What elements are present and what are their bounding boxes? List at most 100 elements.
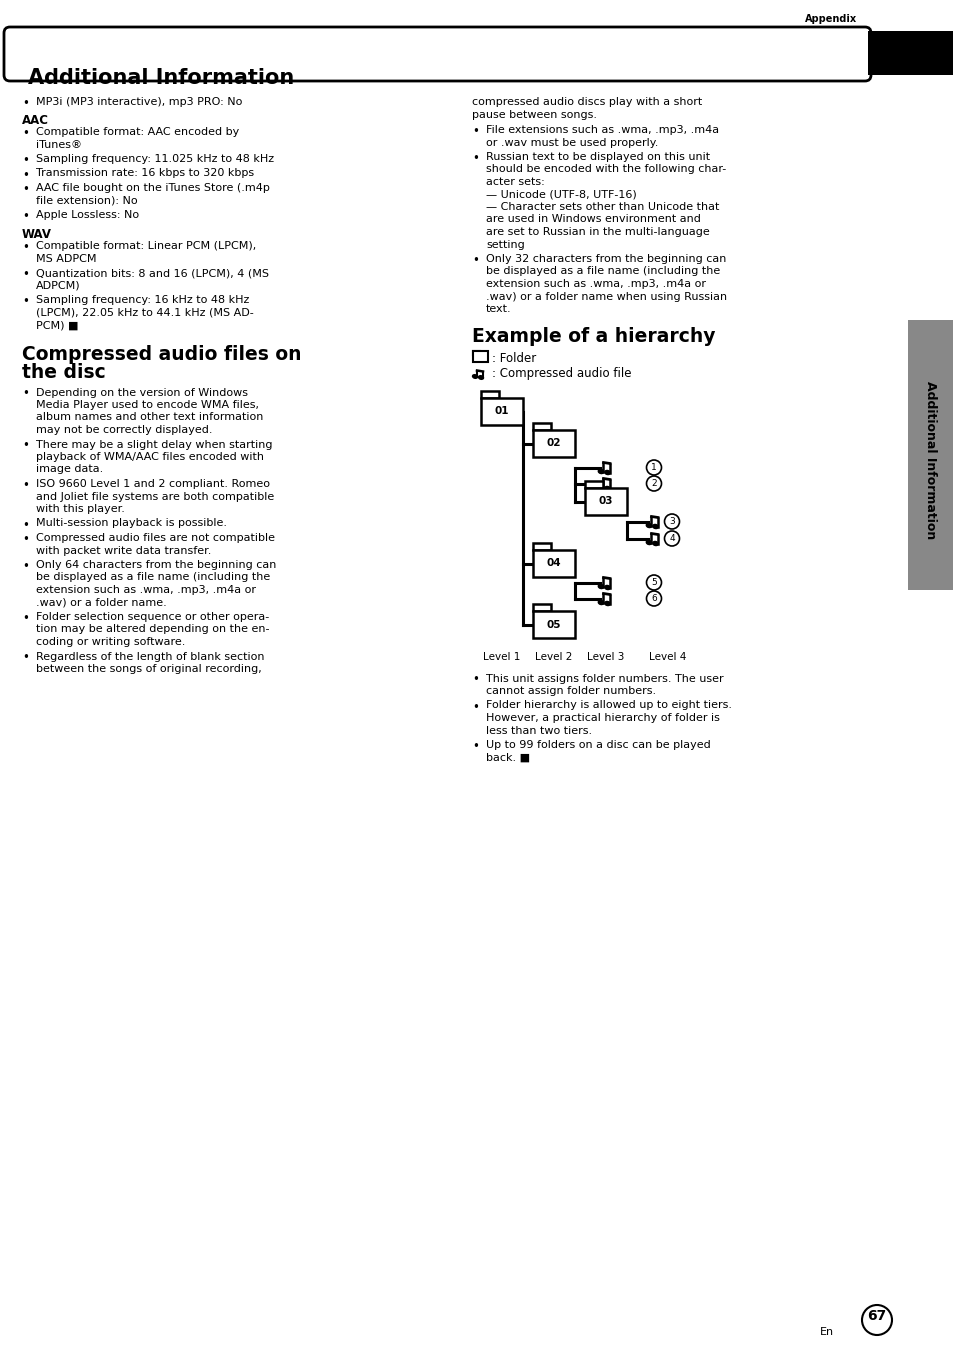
Text: Sampling frequency: 11.025 kHz to 48 kHz: Sampling frequency: 11.025 kHz to 48 kHz [36,154,274,164]
Text: may not be correctly displayed.: may not be correctly displayed. [36,425,213,435]
Text: Additional Information: Additional Information [28,68,294,88]
Text: file extension): No: file extension): No [36,196,137,206]
Bar [473,350,480,354]
Ellipse shape [598,584,603,588]
Bar [533,550,575,577]
Text: MP3i (MP3 interactive), mp3 PRO: No: MP3i (MP3 interactive), mp3 PRO: No [36,97,242,107]
Text: •: • [472,740,478,753]
Bar [867,31,953,74]
Text: setting: setting [485,239,524,250]
Text: Compressed audio files are not compatible: Compressed audio files are not compatibl… [36,533,274,544]
Text: There may be a slight delay when starting: There may be a slight delay when startin… [36,439,273,449]
Text: 05: 05 [546,619,560,630]
Text: Level 4: Level 4 [649,652,686,661]
Text: Folder selection sequence or other opera-: Folder selection sequence or other opera… [36,612,269,622]
Text: Apple Lossless: No: Apple Lossless: No [36,210,139,220]
Text: extension such as .wma, .mp3, .m4a or: extension such as .wma, .mp3, .m4a or [36,585,255,595]
Text: Russian text to be displayed on this unit: Russian text to be displayed on this uni… [485,151,709,162]
Text: ADPCM): ADPCM) [36,280,81,291]
Ellipse shape [645,523,651,527]
Text: •: • [22,183,29,196]
Text: •: • [472,254,478,266]
Text: ISO 9660 Level 1 and 2 compliant. Romeo: ISO 9660 Level 1 and 2 compliant. Romeo [36,479,270,489]
Bar [533,544,550,550]
Text: Additional Information: Additional Information [923,381,937,539]
Text: (LPCM), 22.05 kHz to 44.1 kHz (MS AD-: (LPCM), 22.05 kHz to 44.1 kHz (MS AD- [36,307,253,318]
Text: 5: 5 [651,579,657,587]
Text: Compatible format: Linear PCM (LPCM),: Compatible format: Linear PCM (LPCM), [36,241,256,251]
Text: Regardless of the length of blank section: Regardless of the length of blank sectio… [36,652,264,661]
Text: compressed audio discs play with a short: compressed audio discs play with a short [472,97,701,107]
Text: •: • [22,268,29,281]
Bar [907,320,953,589]
Text: Depending on the version of Windows: Depending on the version of Windows [36,388,248,397]
Bar [533,604,550,611]
Text: Compressed audio files on: Compressed audio files on [22,345,301,364]
Text: playback of WMA/AAC files encoded with: playback of WMA/AAC files encoded with [36,452,264,462]
Text: •: • [22,479,29,492]
Text: Example of a hierarchy: Example of a hierarchy [472,326,715,346]
Text: pause between songs.: pause between songs. [472,110,597,119]
Text: are used in Windows environment and: are used in Windows environment and [485,215,700,224]
Ellipse shape [598,600,603,604]
Ellipse shape [478,376,483,380]
Text: •: • [22,560,29,573]
Text: with packet write data transfer.: with packet write data transfer. [36,545,212,556]
Text: MS ADPCM: MS ADPCM [36,254,96,264]
Text: coding or writing software.: coding or writing software. [36,637,185,648]
Bar [533,430,575,457]
Text: Level 2: Level 2 [535,652,572,661]
Text: 2: 2 [651,479,656,488]
Text: •: • [22,241,29,254]
Text: •: • [22,612,29,625]
Text: back. ■: back. ■ [485,753,530,763]
Text: •: • [472,673,478,687]
Text: 67: 67 [866,1309,885,1324]
Text: Only 64 characters from the beginning can: Only 64 characters from the beginning ca… [36,560,276,571]
Bar [480,397,522,425]
Circle shape [646,460,660,475]
Text: This unit assigns folder numbers. The user: This unit assigns folder numbers. The us… [485,673,723,684]
Text: •: • [472,151,478,165]
Text: between the songs of original recording,: between the songs of original recording, [36,664,261,675]
Text: •: • [22,439,29,453]
Circle shape [862,1305,891,1334]
Ellipse shape [652,541,658,546]
Text: 01: 01 [495,407,509,416]
Text: •: • [22,295,29,308]
Circle shape [664,531,679,546]
Text: image data.: image data. [36,465,103,475]
Text: Multi-session playback is possible.: Multi-session playback is possible. [36,519,227,529]
Text: Folder hierarchy is allowed up to eight tiers.: Folder hierarchy is allowed up to eight … [485,700,731,711]
Text: •: • [22,97,29,110]
Text: Sampling frequency: 16 kHz to 48 kHz: Sampling frequency: 16 kHz to 48 kHz [36,295,249,306]
Text: •: • [472,124,478,138]
Text: album names and other text information: album names and other text information [36,412,263,422]
Text: be displayed as a file name (including the: be displayed as a file name (including t… [36,572,270,583]
Text: WAV: WAV [22,227,52,241]
Text: •: • [22,127,29,141]
Text: Appendix: Appendix [804,14,856,24]
Bar [533,611,575,638]
Text: with this player.: with this player. [36,504,125,514]
Text: •: • [472,700,478,714]
Text: 3: 3 [668,516,674,526]
Text: 4: 4 [668,534,674,544]
Text: cannot assign folder numbers.: cannot assign folder numbers. [485,685,656,696]
Ellipse shape [604,487,610,491]
Text: Up to 99 folders on a disc can be played: Up to 99 folders on a disc can be played [485,740,710,750]
Text: AAC: AAC [22,114,49,127]
Text: Media Player used to encode WMA files,: Media Player used to encode WMA files, [36,400,258,410]
Text: 04: 04 [546,558,560,568]
Text: •: • [22,154,29,168]
Text: •: • [22,210,29,223]
Text: or .wav must be used properly.: or .wav must be used properly. [485,138,658,147]
Text: be displayed as a file name (including the: be displayed as a file name (including t… [485,266,720,277]
Text: text.: text. [485,304,511,314]
Bar [584,488,626,515]
Text: However, a practical hierarchy of folder is: However, a practical hierarchy of folder… [485,713,720,723]
FancyBboxPatch shape [4,27,870,81]
Text: •: • [22,169,29,181]
Text: extension such as .wma, .mp3, .m4a or: extension such as .wma, .mp3, .m4a or [485,279,705,289]
Text: iTunes®: iTunes® [36,139,82,150]
